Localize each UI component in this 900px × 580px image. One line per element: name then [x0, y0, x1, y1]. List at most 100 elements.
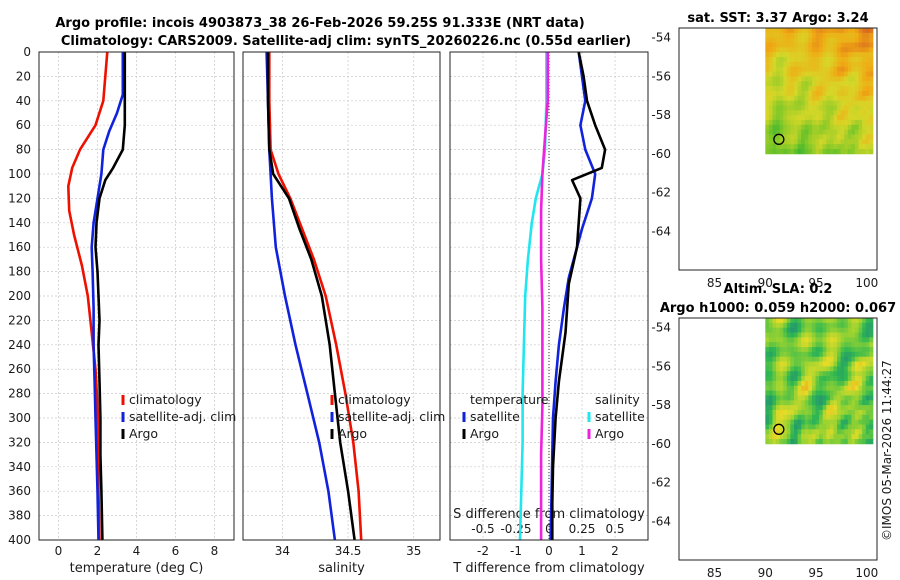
map-y-tick-label: -58	[651, 108, 671, 122]
heatmap-cell	[826, 149, 831, 155]
heatmap-cell	[804, 124, 809, 131]
y-tick-label: 160	[8, 240, 31, 254]
heatmap-cell	[797, 419, 802, 425]
heatmap-cell	[786, 322, 791, 329]
y-tick-label: 240	[8, 338, 31, 352]
heatmap-cell	[768, 105, 773, 111]
heatmap-cell	[815, 342, 820, 348]
heatmap-cell	[844, 42, 849, 48]
heatmap-cell	[794, 115, 798, 121]
heatmap-cell	[794, 52, 798, 58]
x-axis-label: T difference from climatology	[452, 561, 645, 576]
heatmap-cell	[840, 332, 845, 338]
heatmap-cell	[865, 119, 870, 126]
heatmap-cell	[801, 95, 806, 101]
heatmap-cell	[862, 337, 867, 343]
heatmap-cell	[865, 57, 870, 63]
heatmap-cell	[801, 42, 806, 48]
heatmap-cell	[783, 124, 788, 131]
heatmap-cell	[833, 434, 838, 440]
heatmap-cell	[833, 414, 838, 421]
heatmap-cell	[815, 351, 820, 358]
heatmap-cell	[819, 129, 824, 135]
legend-label: Argo	[470, 426, 499, 441]
heatmap-cell	[844, 385, 849, 391]
heatmap-cell	[772, 337, 777, 343]
heatmap-cell	[837, 100, 842, 106]
heatmap-cell	[765, 342, 770, 348]
heatmap-cell	[862, 380, 867, 387]
heatmap-cell	[779, 32, 784, 39]
heatmap-cell	[833, 76, 838, 82]
heatmap-cell	[829, 337, 834, 343]
map-x-tick-label: 100	[855, 276, 878, 290]
heatmap-cell	[822, 366, 827, 372]
heatmap-cell	[811, 100, 816, 106]
heatmap-cell	[819, 42, 824, 48]
heatmap-cell	[829, 322, 834, 329]
heatmap-cell	[811, 42, 816, 48]
heatmap-cell	[869, 57, 874, 63]
heatmap-cell	[822, 42, 827, 48]
heatmap-cell	[786, 347, 791, 353]
heatmap-cell	[797, 405, 802, 411]
map-y-tick-label: -64	[651, 514, 671, 528]
heatmap-cell	[840, 414, 845, 421]
heatmap-cell	[808, 100, 813, 106]
heatmap-cell	[822, 124, 827, 131]
heatmap-cell	[837, 395, 842, 401]
heatmap-cell	[797, 414, 802, 421]
y-tick-label: 280	[8, 387, 31, 401]
heatmap-cell	[786, 124, 791, 131]
heatmap-cell	[847, 395, 852, 401]
heatmap-cell	[837, 351, 842, 358]
heatmap-cell	[811, 86, 816, 92]
heatmap-cell	[794, 439, 798, 445]
heatmap-cell	[815, 28, 820, 34]
heatmap-cell	[869, 95, 874, 101]
heatmap-cell	[765, 405, 770, 411]
heatmap-cell	[826, 76, 831, 82]
heatmap-cell	[826, 395, 831, 401]
heatmap-cell	[819, 342, 824, 348]
heatmap-cell	[819, 347, 824, 353]
heatmap-cell	[783, 86, 788, 92]
heatmap-cell	[869, 110, 874, 116]
heatmap-cell	[822, 32, 827, 39]
heatmap-cell	[786, 385, 791, 391]
heatmap-cell	[869, 380, 874, 387]
heatmap-cell	[815, 414, 820, 421]
heatmap-cell	[808, 42, 813, 48]
heatmap-cell	[811, 409, 816, 416]
heatmap-cell	[815, 380, 820, 387]
heatmap-cell	[829, 149, 834, 155]
heatmap-cell	[811, 439, 816, 445]
argo-position-marker	[773, 423, 785, 435]
heatmap-cell	[847, 100, 852, 106]
heatmap-cell	[844, 390, 849, 396]
heatmap-cell	[840, 32, 845, 39]
heatmap-cell	[811, 351, 816, 358]
heatmap-cell	[869, 405, 874, 411]
heatmap-cell	[808, 66, 813, 72]
heatmap-cell	[804, 110, 809, 116]
heatmap-cell	[794, 124, 798, 131]
heatmap-cell	[776, 424, 781, 430]
heatmap-cell	[783, 371, 788, 377]
heatmap-cell	[772, 356, 777, 362]
heatmap-cell	[819, 81, 824, 87]
heatmap-cell	[862, 149, 867, 155]
heatmap-cell	[847, 28, 852, 34]
heatmap-cell	[847, 371, 852, 377]
map-x-tick-label: 95	[808, 566, 823, 580]
heatmap-cell	[797, 119, 802, 126]
heatmap-cell	[837, 61, 842, 68]
heatmap-cell	[822, 342, 827, 348]
heatmap-cell	[837, 119, 842, 126]
heatmap-cell	[862, 71, 867, 77]
heatmap-cell	[840, 356, 845, 362]
heatmap-cell	[815, 390, 820, 396]
heatmap-cell	[829, 347, 834, 353]
heatmap-cell	[837, 332, 842, 338]
heatmap-cell	[808, 405, 813, 411]
